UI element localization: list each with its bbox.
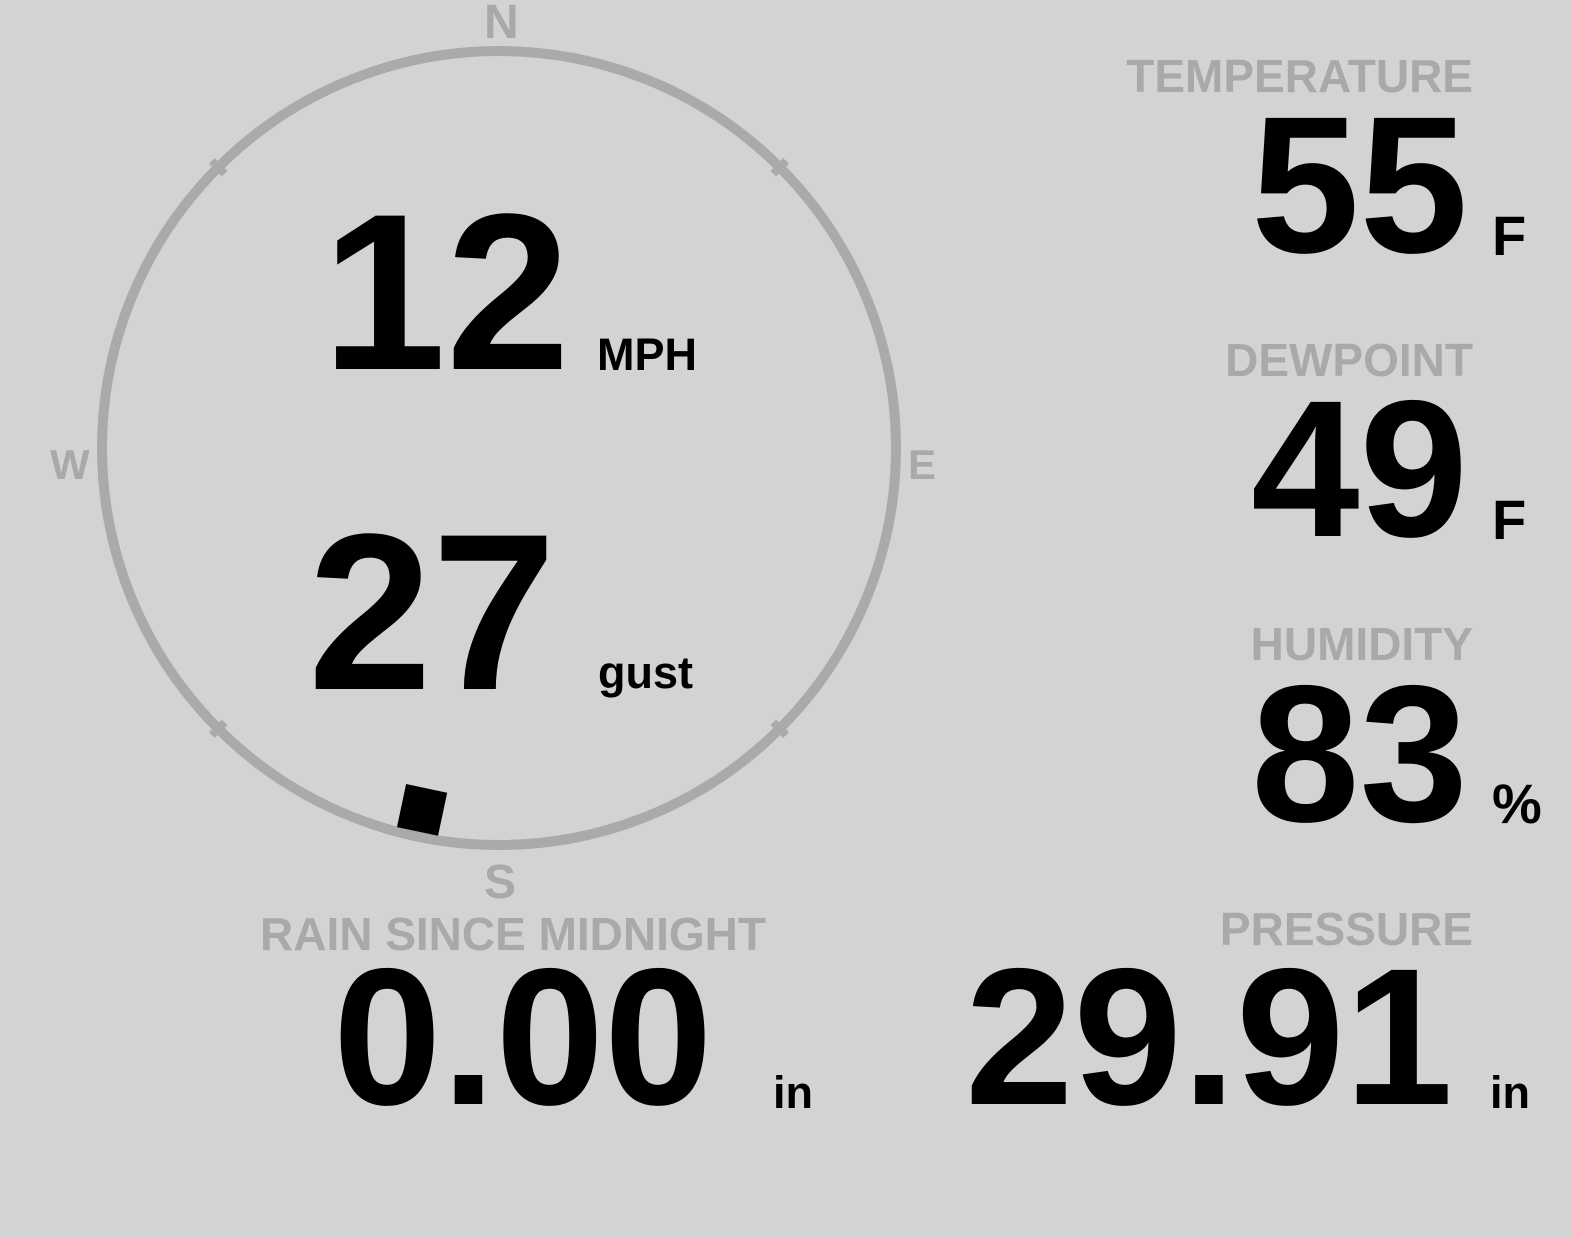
temperature-label: TEMPERATURE [1126, 50, 1473, 102]
rain-unit: in [773, 1067, 813, 1118]
compass-tick [770, 719, 789, 738]
dewpoint-value: 49 [1251, 360, 1468, 578]
compass-west-label: W [50, 441, 90, 488]
compass-east-label: E [908, 441, 937, 488]
dewpoint-unit: F [1492, 488, 1527, 551]
wind-gust-value: 27 [308, 488, 557, 737]
pressure-value: 29.91 [965, 928, 1453, 1146]
humidity-unit: % [1492, 772, 1542, 835]
compass-ring [97, 46, 901, 850]
rain-value: 0.00 [333, 928, 713, 1146]
wind-speed-value: 12 [322, 168, 571, 417]
pressure-unit: in [1490, 1067, 1530, 1118]
rain-label: RAIN SINCE MIDNIGHT [260, 908, 766, 960]
wind-speed-unit: MPH [597, 329, 697, 380]
wind-gust-label: gust [598, 647, 693, 698]
dewpoint-label: DEWPOINT [1225, 334, 1473, 386]
humidity-value: 83 [1251, 645, 1468, 863]
humidity-label: HUMIDITY [1250, 618, 1473, 670]
compass-tick [209, 158, 228, 177]
temperature-unit: F [1492, 204, 1527, 267]
pressure-label: PRESSURE [1219, 903, 1473, 955]
wind-direction-marker [396, 784, 448, 836]
temperature-value: 55 [1251, 76, 1468, 294]
compass-north-label: N [484, 0, 519, 49]
compass-tick [209, 719, 228, 738]
compass-south-label: S [484, 856, 517, 909]
compass-tick [770, 158, 789, 177]
